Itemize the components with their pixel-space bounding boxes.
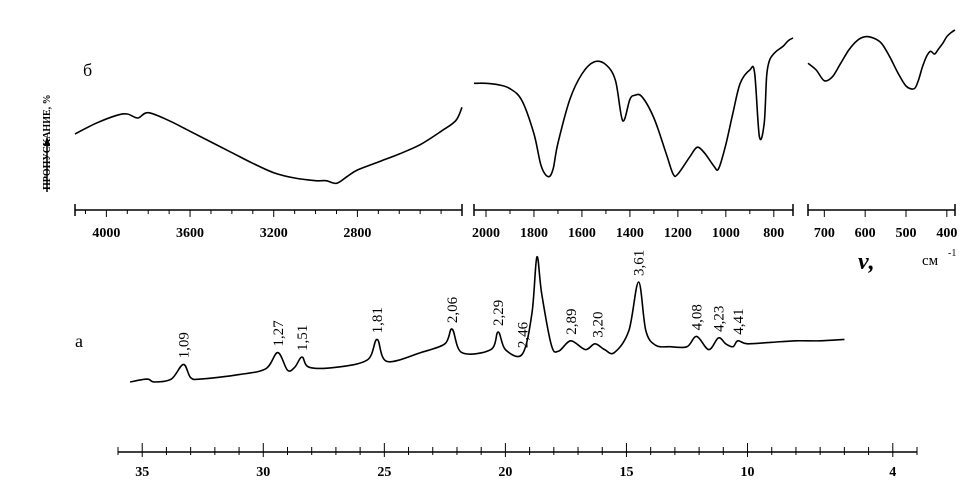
xrd-peak-label: 4,08 xyxy=(690,304,706,330)
ir-tick-label: 1600 xyxy=(568,226,596,241)
ir-tick-label: 700 xyxy=(814,226,835,241)
xrd-peak-label: 4,41 xyxy=(731,309,747,335)
ir-y-axis-arrowhead xyxy=(44,136,50,146)
xrd-peak-label: 2,46 xyxy=(515,321,531,348)
ir-segment-2: 2000 1800 1600 1400 1200 1000 800 xyxy=(472,37,794,241)
ir-tick-label: 3200 xyxy=(260,226,288,241)
ir-spectrum-line-1 xyxy=(74,106,463,185)
xrd-peak-label: 4,23 xyxy=(712,306,728,332)
ir-tick-label: 400 xyxy=(936,226,957,241)
xrd-peak-label: 3,61 xyxy=(632,250,648,276)
xrd-tick-label: 4 xyxy=(889,465,896,480)
ir-tick-label: 1200 xyxy=(664,226,692,241)
ir-tick-label: 600 xyxy=(855,226,876,241)
panel-b-label: б xyxy=(83,60,92,80)
xrd-peak-label: 1,51 xyxy=(295,325,311,351)
ir-tick-label: 1800 xyxy=(520,226,548,241)
ir-panel: ПРОПУСКАНИЕ, % б 40003600320028002000180… xyxy=(42,29,957,275)
xrd-panel: а 35 30 25 20 15 10 4 1,09 1,27 1,51 1,81 2,06 2,29 2… xyxy=(75,250,918,480)
ir-tick-label: 2800 xyxy=(343,226,371,241)
xrd-plot: 35 30 25 20 15 10 4 1,09 1,27 1,51 1,81 2,06 2,29 2,4… xyxy=(117,250,918,480)
ir-tick-label: 800 xyxy=(763,226,784,241)
ir-x-unit-text: см xyxy=(922,253,939,269)
ir-tick-label: 500 xyxy=(896,226,917,241)
panel-a-label: а xyxy=(75,331,83,351)
ir-segments: 4000 3600 3200 2800 2000 1800 1600 1400 1200 1000… xyxy=(74,29,957,241)
ir-x-unit: ν, см -1 xyxy=(858,248,956,275)
xrd-tick-label: 30 xyxy=(256,465,270,480)
ir-tick-label: 4000 xyxy=(92,226,120,241)
xrd-peak-label: 2,29 xyxy=(491,300,507,326)
xrd-peak-label: 2,06 xyxy=(445,296,461,323)
ir-segment-3: 700 600 500 400 xyxy=(807,29,957,241)
xrd-tick-label: 35 xyxy=(135,465,149,480)
ir-tick-label: 1400 xyxy=(616,226,644,241)
ir-x-unit-symbol: ν, xyxy=(858,249,875,275)
xrd-peak-label: 1,27 xyxy=(271,320,287,347)
ir-segment-1: 4000 3600 3200 2800 xyxy=(74,106,463,241)
xrd-tick-label: 15 xyxy=(619,465,633,480)
ir-spectrum-line-3 xyxy=(807,29,956,90)
xrd-peak-label: 1,09 xyxy=(176,332,192,358)
xrd-peak-label: 3,20 xyxy=(590,312,606,338)
xrd-pattern-line xyxy=(129,256,845,383)
xrd-tick-label: 25 xyxy=(377,465,391,480)
ir-tick-label: 3600 xyxy=(176,226,204,241)
ir-spectrum-line-2 xyxy=(473,37,794,178)
xrd-peak-label: 2,89 xyxy=(564,309,580,335)
xrd-peak-label: 1,81 xyxy=(370,307,386,333)
ir-x-unit-sup: -1 xyxy=(948,248,956,259)
xrd-tick-label: 10 xyxy=(741,465,755,480)
ir-tick-label: 2000 xyxy=(472,226,500,241)
ir-tick-label: 1000 xyxy=(712,226,740,241)
xrd-tick-label: 20 xyxy=(498,465,512,480)
